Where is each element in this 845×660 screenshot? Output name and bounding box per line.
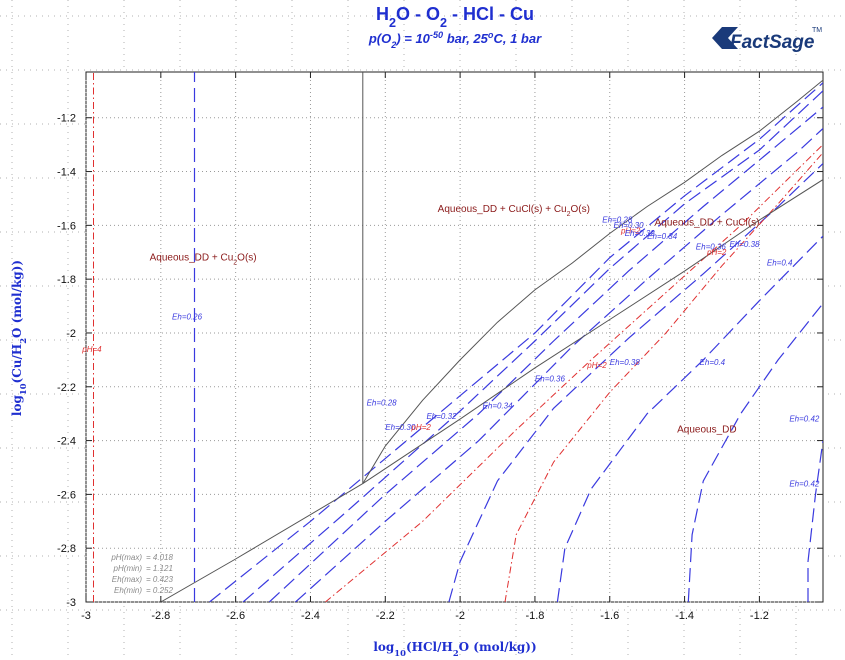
stat-value: = 0.423: [146, 575, 173, 584]
region-label: Aqueous_DD + CuCl(s): [655, 217, 760, 228]
region-label: Aqueous_DD: [677, 425, 736, 436]
x-tick-label: -1.8: [525, 610, 544, 622]
stat-label: Eh(min): [114, 586, 142, 595]
eh-line: [268, 106, 823, 602]
y-axis-label: log10(Cu/H2O (mol/kg)): [10, 260, 28, 416]
curve-label: Eh=0.42: [789, 415, 820, 424]
y-tick-label: -2.2: [57, 382, 76, 394]
curve-label: Eh=0.32: [426, 412, 457, 421]
y-tick-label: -3: [66, 597, 76, 609]
curve-label: Eh=0.34: [647, 232, 678, 241]
factsage-logo-text: FactSage: [730, 32, 815, 53]
region-labels: Aqueous_DD + Cu2O(s) Aqueous_DD + CuCl(s)…: [150, 204, 760, 436]
curve-label: pH=2: [586, 361, 607, 370]
curve-label: Eh=0.34: [483, 401, 514, 410]
chart-title: H2O - O2 - HCl - Cu p(O2) = 10-50 bar, 2…: [368, 4, 542, 50]
curve-label: Eh=0.38: [729, 240, 760, 249]
x-tick-label: -2.4: [301, 610, 320, 622]
chart-subtitle: p(O2) = 10-50 bar, 25oC, 1 bar: [368, 30, 542, 50]
y-tick-label: -1.6: [57, 220, 76, 232]
plot-grid: [85, 72, 823, 603]
phase-boundary: [160, 483, 364, 602]
y-tick-label: -1.8: [57, 274, 76, 286]
curve-label: Eh=0.30: [613, 221, 644, 230]
region-label: Aqueous_DD + Cu2O(s): [150, 252, 257, 266]
eh-line: [556, 235, 823, 602]
factsage-logo: FactSage TM: [712, 27, 822, 53]
stat-label: Eh(max): [112, 575, 143, 584]
curve-label: Eh=0.32: [625, 229, 656, 238]
curve-label: pH=2: [620, 226, 641, 235]
eh-line: [242, 90, 823, 602]
curve-labels: Eh=0.26pH=4Eh=0.28Eh=0.30pH=2Eh=0.32Eh=0…: [81, 216, 820, 489]
x-tick-label: -2.6: [226, 610, 245, 622]
plot-area: [85, 71, 824, 603]
y-tick-label: -2: [66, 328, 76, 340]
eh-line: [807, 440, 823, 602]
stat-label: pH(max): [110, 553, 142, 562]
phase-boundary: [362, 79, 823, 484]
y-tick-label: -1.2: [57, 113, 76, 125]
curve-label: Eh=0.26: [172, 313, 203, 322]
curve-label: Eh=0.36: [535, 374, 566, 383]
chart-title-text: H2O - O2 - HCl - Cu: [376, 4, 534, 30]
stat-value: = 0.252: [146, 586, 173, 595]
curve-label: Eh=0.28: [602, 216, 633, 225]
stat-value: = 1.121: [146, 564, 173, 573]
factsage-logo-mark: [712, 27, 738, 49]
curve-label: Eh=0.4: [700, 358, 726, 367]
curve-label: Eh=0.28: [367, 399, 398, 408]
curve-label: Eh=0.42: [789, 479, 820, 488]
x-axis: -3 -2.8 -2.6 -2.4 -2.2 -2 -1.8 -1.6 -1.4 -1.2: [81, 72, 769, 622]
eh-line: [295, 128, 823, 602]
y-axis: -3 -2.8 -2.6 -2.4 -2.2 -2 -1.8 -1.6 -1.4 -1.2: [57, 113, 823, 609]
factsage-logo-tm: TM: [812, 27, 822, 34]
curve-label: Eh=0.30: [385, 423, 416, 432]
x-tick-label: -1.6: [600, 610, 619, 622]
x-tick-label: -2.2: [376, 610, 395, 622]
curves: [93, 72, 823, 602]
eh-line: [687, 303, 823, 602]
curve-label: Eh=0.4: [767, 259, 793, 268]
y-tick-label: -2.8: [57, 543, 76, 555]
curve-label: pH=2: [410, 423, 431, 432]
x-tick-label: -1.2: [750, 610, 769, 622]
region-label: Aqueous_DD + CuCl(s) + Cu2O(s): [438, 204, 590, 218]
curve-label: Eh=0.36: [696, 243, 727, 252]
curve-label: Eh=0.38: [610, 358, 641, 367]
x-tick-label: -1.4: [675, 610, 694, 622]
x-tick-label: -2: [455, 610, 465, 622]
x-tick-label: -3: [81, 610, 91, 622]
x-axis-label: log10(HCl/H2O (mol/kg)): [373, 640, 536, 658]
ph-line: [325, 144, 823, 602]
y-tick-label: -2.6: [57, 489, 76, 501]
ph-line: [504, 152, 823, 602]
y-tick-label: -1.4: [57, 167, 76, 179]
curve-label: pH=4: [81, 345, 102, 354]
eh-line: [448, 163, 823, 602]
curve-label: pH=2: [706, 248, 727, 257]
phase-boundary: [362, 179, 823, 485]
x-tick-label: -2.8: [151, 610, 170, 622]
stat-value: = 4.018: [146, 553, 173, 562]
stat-label: pH(min): [113, 564, 143, 573]
eh-line: [209, 82, 823, 602]
y-tick-label: -2.4: [57, 436, 76, 448]
